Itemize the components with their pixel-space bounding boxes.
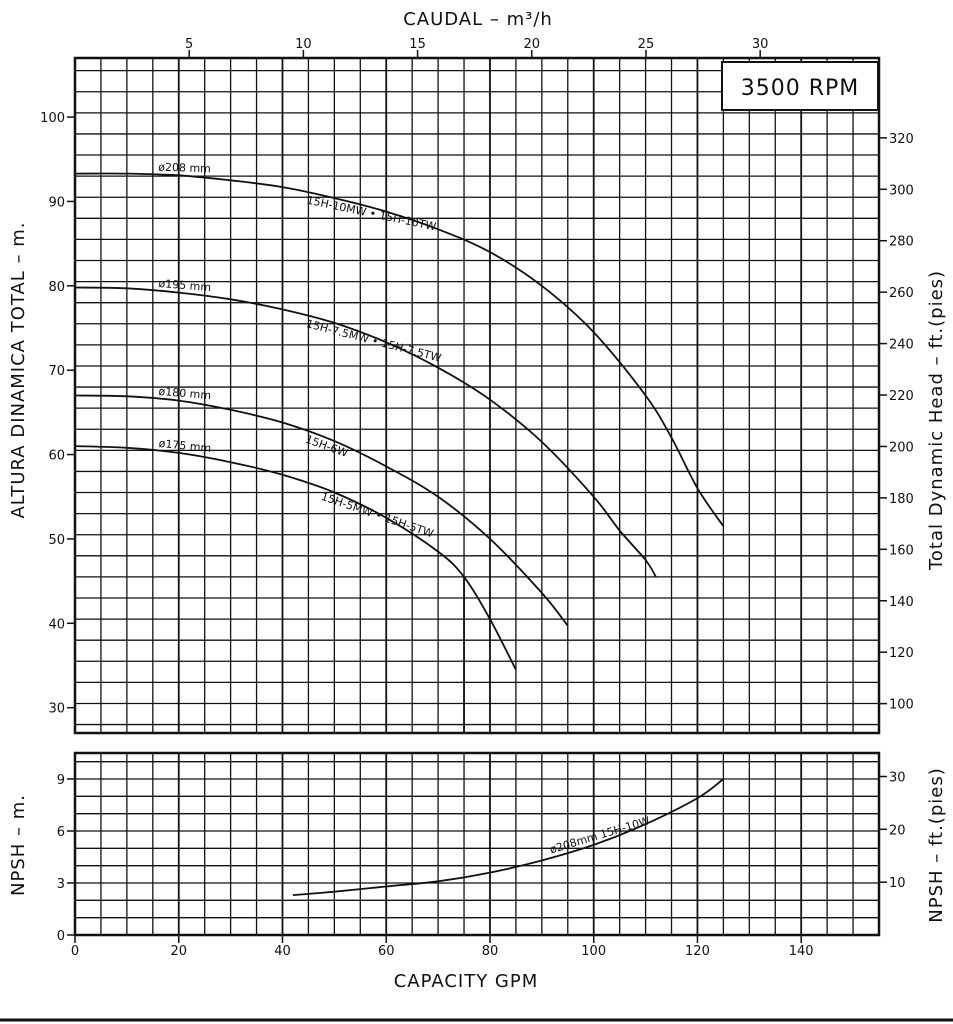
bottom-x-tick-label: 20 [170,944,187,959]
bottom-x-tick-label: 60 [378,944,395,959]
right-y-tick-label: 260 [889,286,914,301]
left-y-tick-label: 90 [48,195,65,210]
right-y-tick-label: 320 [889,132,914,147]
model-annotation-label: 15H-5MW • 15H-5TW [319,490,435,541]
top-x-tick-label: 15 [409,37,426,52]
right-y-tick-label: 300 [889,183,914,198]
head-curve-line [74,286,657,578]
right-y-tick-label: 140 [889,595,914,610]
right-y-tick-label: 200 [889,440,914,455]
bottom-x-tick-label: 140 [789,944,814,959]
left-y-tick-label: 100 [40,111,65,126]
right-y-tick-label: 240 [889,338,914,353]
impeller-diameter-label: ø175 mm [158,437,212,455]
model-annotation-label: 15H-6W [304,433,350,460]
npsh-curve-line [292,778,724,896]
npsh-right-tick-label: 10 [889,876,906,891]
right-y-tick-label: 220 [889,389,914,404]
head-curve-line [74,172,725,527]
left-y-tick-label: 40 [48,617,65,632]
rpm-box [721,61,879,111]
top-x-tick-label: 30 [752,37,769,52]
left-y-tick-label: 60 [48,449,65,464]
top-x-tick-label: 25 [638,37,655,52]
model-annotation-label: 15H-10MW • 15H-10TW [306,194,438,234]
left-y-tick-label: 50 [48,533,65,548]
chart-frames [73,56,881,937]
impeller-diameter-label: ø208 mm [158,161,211,176]
impeller-diameter-label: ø195 mm [158,277,212,294]
npsh-left-tick-label: 9 [57,773,65,788]
head-chart-gridlines [74,58,880,733]
bottom-x-tick-label: 100 [581,944,606,959]
right-y-tick-label: 280 [889,235,914,250]
npsh-left-tick-label: 6 [57,825,65,840]
head-curve-line [74,394,569,627]
left-y-tick-label: 70 [48,364,65,379]
bottom-x-tick-label: 80 [482,944,499,959]
bottom-x-tick-label: 0 [71,944,79,959]
npsh-left-tick-label: 0 [57,929,65,944]
npsh-chart-frame [73,751,881,937]
left-y-tick-label: 80 [48,280,65,295]
top-x-tick-label: 20 [523,37,540,52]
right-y-tick-label: 180 [889,492,914,507]
top-x-tick-label: 5 [185,37,193,52]
right-y-tick-label: 160 [889,543,914,558]
npsh-curve-label: ø208mm 15H-10W [548,814,651,856]
right-axis-title: Total Dynamic Head – ft.(pies) [926,270,947,571]
impeller-diameter-label: ø180 mm [158,385,212,402]
npsh-left-axis-title: NPSH – m. [8,794,29,896]
right-y-tick-label: 100 [889,698,914,713]
rpm-label: 3500 RPM [741,76,860,101]
axis-ticks: 5 10 15 20 25 3030405060708090100100120140160… [40,37,914,959]
bottom-x-tick-label: 120 [685,944,710,959]
left-y-tick-label: 30 [48,702,65,717]
top-x-tick-label: 10 [295,37,312,52]
npsh-left-tick-label: 3 [57,877,65,892]
npsh-chart-gridlines [74,753,880,935]
top-axis-title: CAUDAL – m³/h [403,9,553,30]
npsh-right-axis-title: NPSH – ft.(pies) [926,767,947,922]
performance-curves [74,172,725,896]
bottom-axis-title: CAPACITY GPM [394,971,539,992]
head-curve-line [74,445,517,671]
npsh-right-tick-label: 30 [889,771,906,786]
npsh-right-tick-label: 20 [889,823,906,838]
right-y-tick-label: 120 [889,646,914,661]
bottom-x-tick-label: 40 [274,944,291,959]
left-axis-title: ALTURA DINAMICA TOTAL – m. [8,221,29,518]
